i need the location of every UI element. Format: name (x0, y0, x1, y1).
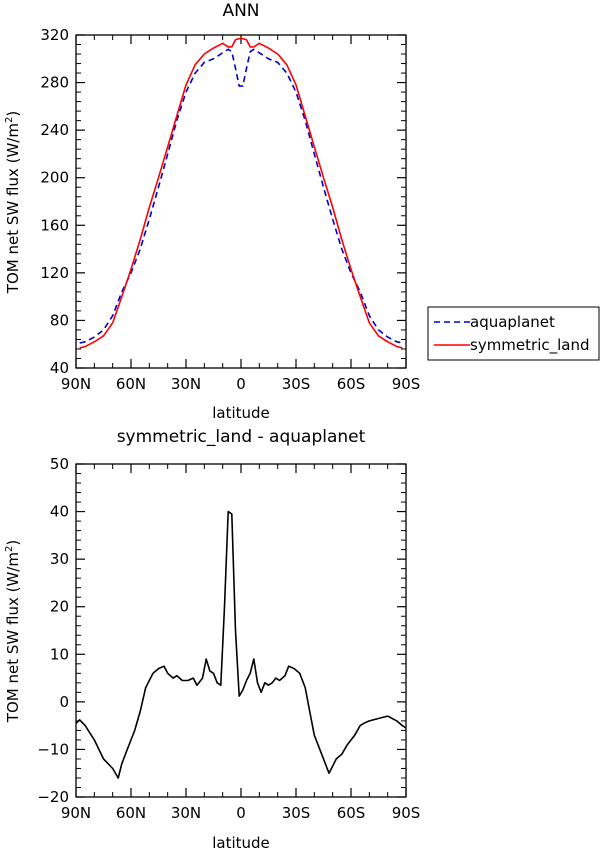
bottom-y-axis-label: TOM net SW flux (W/m2) (4, 540, 22, 723)
top-y-tick-label: 160 (40, 216, 69, 234)
top-plot-frame (75, 34, 407, 369)
top-y-tick-label: 40 (50, 359, 69, 377)
bottom-plot-frame (75, 463, 407, 798)
bottom-series-group (75, 510, 407, 779)
top-y-axis-label: TOM net SW flux (W/m2) (4, 111, 22, 294)
bottom-x-tick-labels: 90N 60N 30N 0 30S 60S 90S (61, 804, 420, 822)
top-x-tick-labels: 90N 60N 30N 0 30S 60S 90S (61, 375, 420, 393)
bottom-x-tick-label: 30N (171, 804, 201, 822)
bottom-x-tick-label: 90S (392, 804, 421, 822)
bottom-ticks (75, 463, 407, 798)
top-title: ANN (222, 1, 259, 21)
bottom-y-tick-label: 30 (50, 550, 69, 568)
bottom-y-axis-label-sup: 2 (4, 546, 15, 552)
bottom-y-tick-label: 0 (59, 693, 69, 711)
top-series-group (79, 37, 403, 349)
top-ticks (75, 34, 407, 369)
top-panel: ANN 40 80 120 160 200 240 280 320 90N 60N 30N 0 30S… (4, 1, 420, 422)
bottom-y-tick-label: 20 (50, 598, 69, 616)
bottom-series-line-0 (75, 510, 407, 779)
top-x-tick-label: 90S (392, 375, 421, 393)
bottom-y-tick-label: 50 (50, 455, 69, 473)
bottom-y-tick-label: −20 (37, 788, 69, 806)
bottom-x-tick-label: 0 (236, 804, 246, 822)
legend-label-symmetric-land: symmetric_land (470, 336, 590, 355)
top-x-tick-label: 0 (236, 375, 246, 393)
top-x-tick-label: 30N (171, 375, 201, 393)
bottom-x-tick-label: 60S (337, 804, 366, 822)
bottom-y-axis-label-main: TOM net SW flux (W/m (4, 552, 22, 723)
top-x-tick-label: 60N (116, 375, 146, 393)
top-y-tick-label: 200 (40, 169, 69, 187)
bottom-title: symmetric_land - aquaplanet (117, 427, 366, 447)
bottom-x-tick-label: 90N (61, 804, 91, 822)
top-series-line-aquaplanet (79, 48, 403, 344)
bottom-x-tick-label: 60N (116, 804, 146, 822)
top-x-tick-label: 30S (282, 375, 311, 393)
top-y-axis-label-end: ) (4, 111, 22, 117)
top-y-tick-label: 280 (40, 74, 69, 92)
top-x-tick-label: 90N (61, 375, 91, 393)
top-y-tick-label: 80 (50, 311, 69, 329)
top-y-tick-labels: 40 80 120 160 200 240 280 320 (40, 26, 69, 377)
top-series-line-symmetric-land (79, 37, 403, 349)
legend-box (427, 306, 600, 361)
top-y-tick-label: 320 (40, 26, 69, 44)
top-y-axis-label-sup: 2 (4, 117, 15, 123)
bottom-x-axis-label: latitude (212, 834, 270, 851)
bottom-x-tick-label: 30S (282, 804, 311, 822)
top-y-tick-label: 120 (40, 264, 69, 282)
top-x-axis-label: latitude (212, 404, 270, 422)
bottom-y-tick-label: −10 (37, 740, 69, 758)
bottom-y-axis-label-end: ) (4, 540, 22, 546)
bottom-panel: symmetric_land - aquaplanet −20−10010203… (4, 427, 420, 851)
bottom-y-tick-labels: −20 −10 0 10 20 30 40 50 (37, 455, 69, 806)
legend: aquaplanet symmetric_land (427, 306, 600, 361)
top-y-tick-label: 240 (40, 121, 69, 139)
top-x-tick-label: 60S (337, 375, 366, 393)
top-y-axis-label-main: TOM net SW flux (W/m (4, 123, 22, 294)
bottom-y-tick-label: 40 (50, 503, 69, 521)
bottom-y-tick-label: 10 (50, 645, 69, 663)
legend-label-aquaplanet: aquaplanet (470, 313, 555, 331)
